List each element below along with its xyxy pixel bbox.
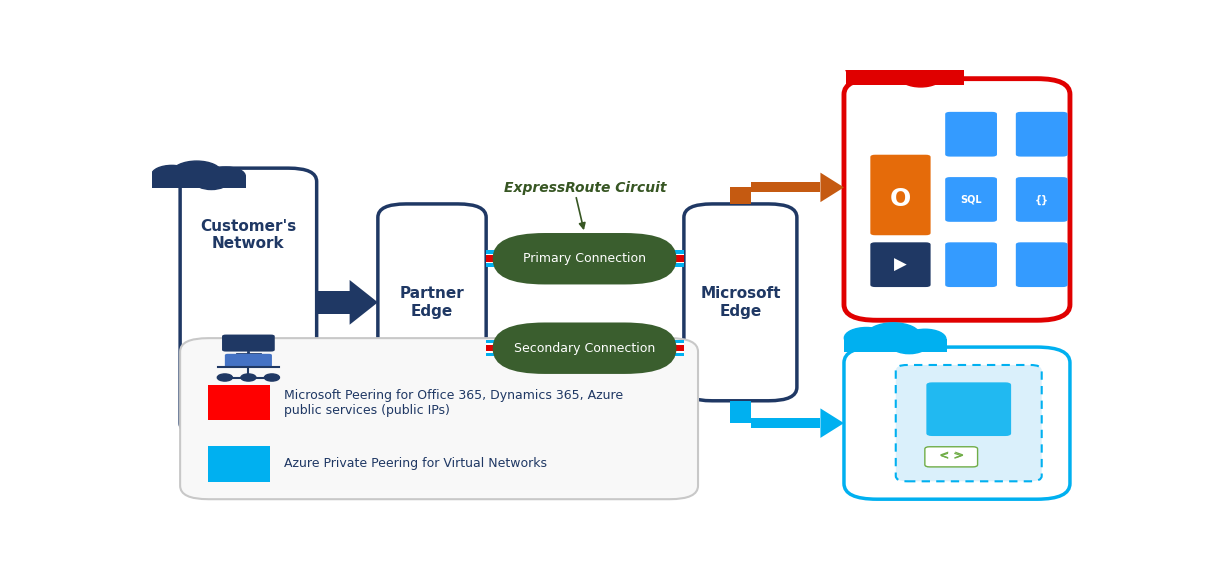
- Circle shape: [899, 67, 942, 87]
- Circle shape: [152, 166, 192, 185]
- Text: Primary Connection: Primary Connection: [522, 252, 646, 266]
- Bar: [486, 256, 684, 261]
- Bar: [486, 343, 684, 353]
- Text: Azure Private Peering for Virtual Networks: Azure Private Peering for Virtual Networ…: [283, 457, 547, 470]
- Circle shape: [241, 374, 256, 381]
- Bar: [209, 385, 270, 421]
- Circle shape: [871, 51, 933, 81]
- Text: ExpressRoute Circuit: ExpressRoute Circuit: [504, 181, 666, 195]
- Bar: [486, 253, 684, 263]
- Circle shape: [194, 173, 228, 189]
- Circle shape: [915, 59, 963, 81]
- Polygon shape: [820, 173, 844, 202]
- FancyBboxPatch shape: [895, 365, 1041, 481]
- Circle shape: [891, 336, 927, 354]
- Bar: [751, 418, 820, 428]
- FancyBboxPatch shape: [1016, 242, 1068, 287]
- Bar: [486, 250, 684, 267]
- Circle shape: [866, 323, 920, 349]
- Text: SQL: SQL: [960, 195, 982, 205]
- FancyBboxPatch shape: [1016, 112, 1068, 157]
- FancyBboxPatch shape: [493, 233, 677, 285]
- Bar: [751, 182, 820, 192]
- Bar: [152, 176, 247, 188]
- FancyBboxPatch shape: [945, 242, 998, 287]
- FancyBboxPatch shape: [870, 242, 931, 287]
- FancyBboxPatch shape: [870, 155, 931, 235]
- Bar: [844, 339, 948, 352]
- Circle shape: [217, 374, 232, 381]
- Polygon shape: [350, 280, 378, 325]
- Circle shape: [904, 329, 946, 349]
- FancyBboxPatch shape: [844, 78, 1070, 320]
- Text: < >: < >: [940, 451, 962, 461]
- Bar: [486, 345, 684, 351]
- Polygon shape: [820, 408, 844, 438]
- FancyBboxPatch shape: [180, 168, 317, 436]
- FancyBboxPatch shape: [378, 204, 486, 401]
- Circle shape: [171, 161, 221, 185]
- FancyBboxPatch shape: [180, 338, 697, 499]
- Text: Partner
Edge: Partner Edge: [400, 286, 464, 318]
- Circle shape: [846, 57, 897, 81]
- Text: Customer's
Network: Customer's Network: [200, 219, 296, 252]
- FancyBboxPatch shape: [493, 322, 677, 374]
- Text: ▶: ▶: [894, 256, 906, 274]
- Text: {}: {}: [1035, 194, 1049, 205]
- FancyBboxPatch shape: [225, 354, 272, 367]
- FancyBboxPatch shape: [945, 177, 998, 222]
- Bar: [317, 291, 350, 314]
- FancyBboxPatch shape: [925, 447, 978, 467]
- Bar: [730, 401, 751, 423]
- Text: Microsoft Peering for Office 365, Dynamics 365, Azure
public services (public IP: Microsoft Peering for Office 365, Dynami…: [283, 389, 623, 417]
- Circle shape: [207, 167, 245, 185]
- Text: Microsoft
Edge: Microsoft Edge: [700, 286, 781, 318]
- Text: Secondary Connection: Secondary Connection: [514, 342, 655, 355]
- Bar: [209, 446, 270, 482]
- FancyBboxPatch shape: [844, 347, 1070, 499]
- FancyBboxPatch shape: [945, 112, 998, 157]
- Text: O: O: [889, 188, 911, 211]
- FancyBboxPatch shape: [1016, 177, 1068, 222]
- Bar: [730, 188, 751, 204]
- FancyBboxPatch shape: [222, 335, 275, 352]
- Text: < >: < >: [938, 449, 963, 462]
- FancyBboxPatch shape: [926, 382, 1011, 436]
- FancyBboxPatch shape: [684, 204, 797, 401]
- Bar: [486, 340, 684, 356]
- Circle shape: [265, 374, 279, 381]
- Circle shape: [844, 328, 888, 349]
- Bar: [846, 70, 965, 85]
